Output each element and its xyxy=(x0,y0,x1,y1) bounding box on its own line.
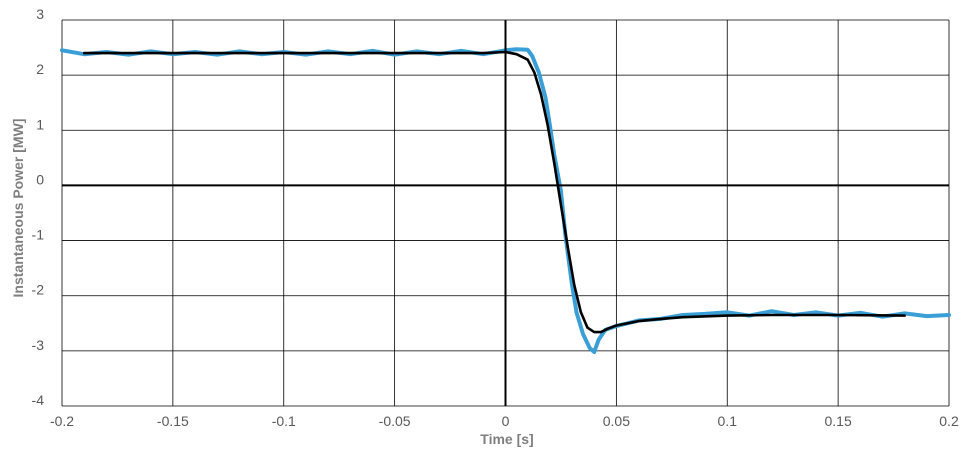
y-tick-label: 0 xyxy=(36,171,44,187)
x-tick-label: 0.05 xyxy=(603,413,630,429)
x-tick-label: -0.15 xyxy=(157,413,189,429)
x-tick-label: -0.2 xyxy=(50,413,74,429)
y-tick-label: 2 xyxy=(36,61,44,77)
y-axis-title: Instantaneous Power [MW] xyxy=(10,119,26,298)
axes xyxy=(62,20,949,406)
x-tick-label: 0.1 xyxy=(718,413,738,429)
y-tick-label: -2 xyxy=(32,282,45,298)
x-tick-label: 0 xyxy=(502,413,510,429)
y-tick-label: -1 xyxy=(32,227,45,243)
x-tick-label: 0.15 xyxy=(825,413,852,429)
x-tick-label: 0.2 xyxy=(939,413,959,429)
y-tick-label: -3 xyxy=(32,337,45,353)
x-axis-title: Time [s] xyxy=(480,431,533,447)
series-layer xyxy=(60,47,951,354)
tick-labels: -0.2 -0.15 -0.1 -0.05 0 0.05 0.1 0.15 0.2 -4 -3 -2 -… xyxy=(32,6,959,429)
x-tick-label: -0.05 xyxy=(379,413,411,429)
y-tick-label: 3 xyxy=(36,6,44,22)
y-tick-label: -4 xyxy=(32,392,45,408)
y-tick-label: 1 xyxy=(36,116,44,132)
x-tick-label: -0.1 xyxy=(272,413,296,429)
series-line-model xyxy=(82,50,906,334)
